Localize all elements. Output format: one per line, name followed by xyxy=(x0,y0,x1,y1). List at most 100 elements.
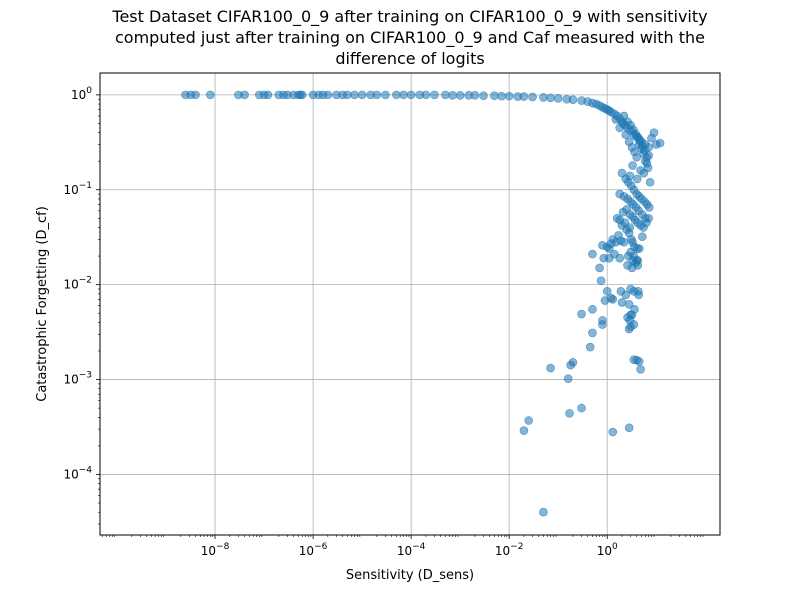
x-tick-label: 10−6 xyxy=(299,542,328,558)
data-point xyxy=(343,90,352,100)
data-point xyxy=(595,263,604,273)
data-points xyxy=(181,90,665,517)
data-point xyxy=(563,374,573,384)
data-point xyxy=(297,90,307,100)
data-point xyxy=(621,290,631,300)
data-point xyxy=(392,90,401,100)
data-point xyxy=(642,218,651,227)
data-point xyxy=(528,92,537,102)
data-point xyxy=(636,365,645,374)
data-point xyxy=(602,287,612,296)
data-point xyxy=(577,403,586,413)
data-point xyxy=(626,322,635,332)
y-tick-label: 10−2 xyxy=(63,276,92,292)
data-point xyxy=(565,409,574,418)
data-point xyxy=(615,215,625,225)
y-tick-label: 10−1 xyxy=(63,181,92,197)
data-point xyxy=(649,128,659,137)
data-point xyxy=(357,90,367,100)
data-point xyxy=(588,249,597,259)
data-point xyxy=(323,90,333,100)
data-point xyxy=(399,90,408,100)
data-point xyxy=(588,304,597,314)
data-point xyxy=(617,298,627,307)
data-point xyxy=(644,203,654,212)
data-point xyxy=(655,138,665,148)
data-point xyxy=(615,253,625,263)
data-point xyxy=(421,90,431,100)
data-point xyxy=(430,90,439,100)
data-point xyxy=(205,90,215,100)
data-point xyxy=(539,507,548,517)
y-tick-label: 10−3 xyxy=(63,371,92,387)
x-tick-label: 10−2 xyxy=(495,542,524,558)
data-point xyxy=(568,95,578,104)
data-point xyxy=(448,90,457,100)
data-point xyxy=(632,174,642,184)
data-point xyxy=(240,90,249,100)
data-point xyxy=(470,90,480,100)
data-point xyxy=(598,320,607,329)
x-tick-label: 100 xyxy=(597,542,618,558)
data-point xyxy=(614,231,623,240)
data-point xyxy=(634,290,644,300)
data-point xyxy=(598,240,607,250)
data-point xyxy=(490,91,499,101)
data-point xyxy=(497,91,506,101)
data-point xyxy=(524,416,533,425)
data-point xyxy=(624,423,634,433)
data-point xyxy=(645,177,655,187)
data-point xyxy=(372,90,382,100)
data-point xyxy=(519,92,529,101)
data-point xyxy=(406,90,416,100)
data-point xyxy=(263,90,273,100)
data-point xyxy=(546,93,555,103)
x-tick-label: 10−8 xyxy=(201,542,230,558)
y-axis: 10−4 10−3 10−2 10−1 100 xyxy=(63,86,100,525)
data-point xyxy=(625,223,635,232)
y-axis-label: Catastrophic Forgetting (D_cf) xyxy=(35,206,50,402)
data-point xyxy=(606,239,616,249)
data-point xyxy=(588,328,597,338)
data-point xyxy=(621,130,631,140)
data-point xyxy=(553,94,563,103)
x-tick-label: 10−4 xyxy=(397,542,426,558)
data-point xyxy=(479,91,488,101)
data-point xyxy=(585,342,595,352)
data-point xyxy=(381,90,390,100)
chart-title-line-1: Test Dataset CIFAR100_0_9 after training… xyxy=(111,7,707,27)
data-point xyxy=(455,90,465,100)
data-point xyxy=(577,309,586,319)
data-point xyxy=(634,357,644,366)
data-point xyxy=(634,244,644,253)
data-point xyxy=(191,90,200,100)
data-point xyxy=(608,427,618,437)
data-point xyxy=(504,91,514,101)
data-point xyxy=(519,426,529,435)
x-axis-label: Sensitivity (D_sens) xyxy=(346,568,474,583)
data-point xyxy=(546,363,555,373)
data-point xyxy=(638,232,647,242)
plot-frame xyxy=(99,72,721,536)
data-point xyxy=(627,263,637,273)
y-tick-label: 10−4 xyxy=(63,465,92,481)
x-axis: 10−8 10−6 10−4 10−2 100 xyxy=(101,535,704,558)
data-point xyxy=(539,93,548,102)
data-point xyxy=(596,276,606,286)
y-tick-label: 100 xyxy=(71,86,92,102)
data-point xyxy=(611,115,621,124)
data-point xyxy=(633,256,643,265)
chart-title-line-3: difference of logits xyxy=(335,49,484,68)
data-point xyxy=(628,161,637,170)
data-point xyxy=(350,90,359,100)
data-point xyxy=(441,90,450,100)
data-point xyxy=(643,163,653,173)
data-point xyxy=(568,357,578,367)
data-point xyxy=(606,293,616,303)
data-point xyxy=(624,300,634,309)
data-point xyxy=(619,237,629,247)
chart-title-line-2: computed just after training on CIFAR100… xyxy=(115,28,705,48)
data-point xyxy=(632,152,642,162)
